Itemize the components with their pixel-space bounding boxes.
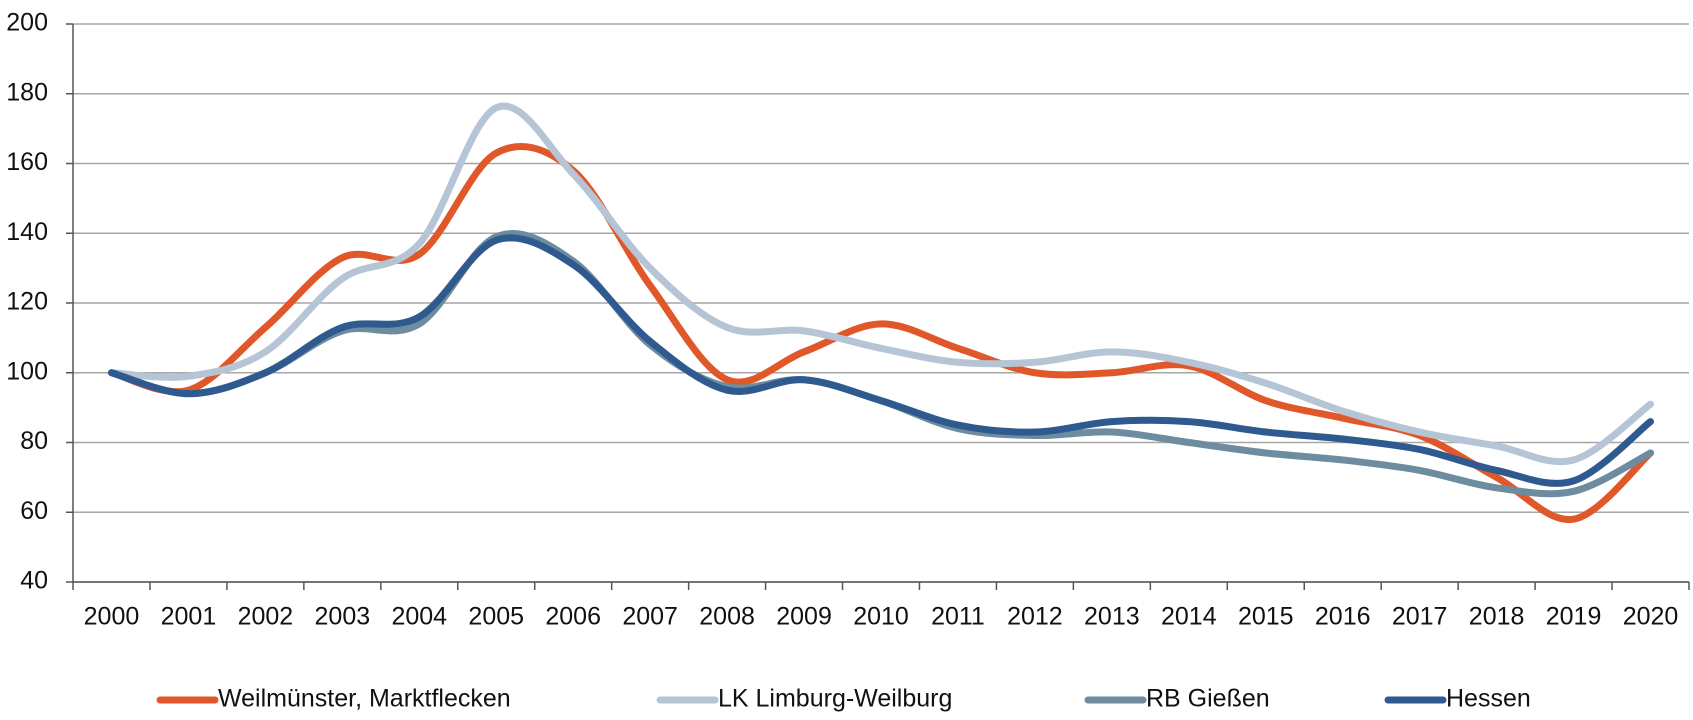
y-tick-label: 100 <box>6 357 48 385</box>
x-tick-label: 2017 <box>1392 603 1448 631</box>
series-line <box>107 102 1655 466</box>
x-tick-label: 2015 <box>1238 603 1294 631</box>
x-tick-label: 2018 <box>1469 603 1525 631</box>
y-tick-label: 200 <box>6 9 48 37</box>
x-tick-label: 2013 <box>1084 603 1140 631</box>
x-tick-label: 2019 <box>1546 603 1602 631</box>
y-tick-label: 60 <box>20 497 48 525</box>
y-tick-label: 40 <box>20 567 48 595</box>
x-tick-label: 2016 <box>1315 603 1371 631</box>
legend-label: LK Limburg-Weilburg <box>718 685 952 713</box>
y-tick-label: 140 <box>6 218 48 246</box>
x-tick-label: 2001 <box>161 603 217 631</box>
y-tick-label: 180 <box>6 78 48 106</box>
y-tick-label: 80 <box>20 427 48 455</box>
series-line <box>107 230 1655 498</box>
x-tick-label: 2020 <box>1623 603 1679 631</box>
y-tick-label: 160 <box>6 148 48 176</box>
x-tick-label: 2007 <box>622 603 678 631</box>
legend-label: Weilmünster, Marktflecken <box>218 685 511 713</box>
x-tick-label: 2008 <box>699 603 755 631</box>
y-tick-label: 120 <box>6 288 48 316</box>
x-tick-label: 2002 <box>238 603 294 631</box>
x-tick-label: 2005 <box>468 603 524 631</box>
x-tick-label: 2009 <box>776 603 832 631</box>
x-tick-label: 2004 <box>391 603 447 631</box>
x-tick-label: 2006 <box>545 603 601 631</box>
x-tick-label: 2012 <box>1007 603 1063 631</box>
x-tick-label: 2003 <box>315 603 371 631</box>
x-tick-label: 2000 <box>84 603 140 631</box>
x-tick-label: 2010 <box>853 603 909 631</box>
x-tick-label: 2014 <box>1161 603 1217 631</box>
series-line <box>107 234 1655 487</box>
x-tick-label: 2011 <box>931 603 985 631</box>
legend-label: Hessen <box>1446 685 1531 713</box>
legend-label: RB Gießen <box>1146 685 1270 713</box>
